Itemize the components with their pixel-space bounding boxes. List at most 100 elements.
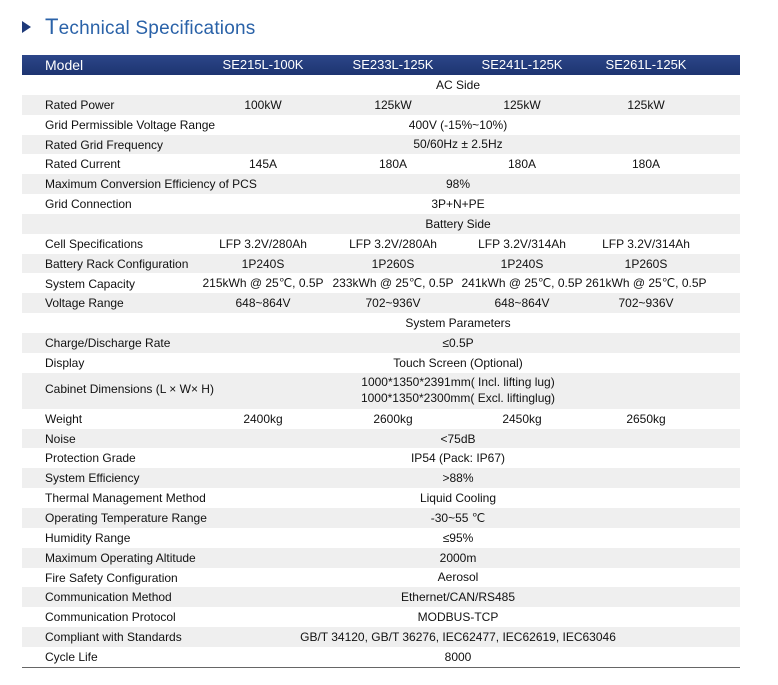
value-cell: 8000 [444, 649, 472, 664]
value-cell: Aerosol [437, 570, 479, 585]
table-row: Grid Connection 3P+N+PE [22, 194, 740, 214]
title-icon [22, 21, 31, 33]
row-label: Fire Safety Configuration [45, 570, 178, 585]
row-label: Rated Grid Frequency [45, 137, 164, 152]
table-row: Thermal Management Method Liquid Cooling [22, 488, 740, 508]
value-cell: 2600kg [373, 411, 413, 426]
table-row: Compliant with Standards GB/T 34120, GB/T… [22, 627, 740, 647]
table-row: Rated Power 100kW 125kW 125kW 125kW [22, 94, 740, 115]
table-row: Cycle Life 8000 [22, 647, 740, 667]
table-row: System Efficiency >88% [22, 468, 740, 489]
value-cell: <75dB [440, 431, 476, 446]
header-cell: SE261L-125K [605, 57, 687, 72]
value-cell: GB/T 34120, GB/T 36276, IEC62477, IEC626… [300, 630, 616, 645]
table-row: Weight 2400kg 2600kg 2450kg 2650kg [22, 409, 740, 429]
value-cell: -30~55 ℃ [430, 510, 486, 525]
table-row: System Capacity 215kWh @ 25℃, 0.5P 233kWh … [22, 274, 740, 294]
row-label: Operating Temperature Range [45, 511, 207, 525]
row-label: Voltage Range [45, 296, 124, 311]
title: Technical Specifications [45, 14, 256, 39]
value-cell: 2000m [439, 550, 477, 565]
row-label: Cabinet Dimensions (L × W× H) [45, 381, 214, 396]
value-cell: 2400kg [243, 411, 283, 426]
value-cell: 145A [248, 157, 278, 172]
value-cell: 100kW [244, 97, 282, 112]
table-row: AC Side [22, 75, 740, 95]
table-row: Humidity Range ≤95% [22, 528, 740, 548]
value-cell: 125kW [374, 97, 412, 112]
value-cell: 125kW [503, 97, 541, 112]
section-heading: System Parameters [405, 316, 511, 331]
value-cell: Touch Screen (Optional) [393, 355, 523, 370]
value-cell: 261kWh @ 25℃, 0.5P [585, 276, 707, 291]
value-cell: Liquid Cooling [419, 491, 497, 506]
value-cell: 648~864V [235, 296, 291, 311]
value-cell: 50/60Hz ± 2.5Hz [413, 137, 503, 152]
section-heading: Battery Side [425, 216, 491, 231]
table-row: Fire Safety Configuration Aerosol [22, 568, 740, 588]
bottom-rule [22, 666, 740, 668]
value-cell: ≤95% [442, 530, 474, 545]
row-label: System Efficiency [45, 471, 140, 486]
row-label: Charge/Discharge Rate [45, 336, 171, 351]
value-cell: 1P240S [241, 256, 285, 271]
row-label: Thermal Management Method [45, 491, 206, 506]
row-label: Cell Specifications [45, 236, 144, 251]
value-cell: 3P+N+PE [431, 197, 485, 212]
header-cell: SE215L-100K [222, 57, 304, 72]
value-cell: 400V (-15%~10%) [408, 117, 508, 132]
value-cell: 2450kg [502, 411, 542, 426]
table-row: Battery Rack Configuration 1P240S 1P260S 1P… [22, 253, 740, 274]
table-row: Protection Grade IP54 (Pack: IP67) [22, 448, 740, 468]
value-cell: 1P240S [500, 256, 544, 271]
table-row: Charge/Discharge Rate ≤0.5P [22, 333, 740, 353]
value-cell: LFP 3.2V/314Ah [602, 236, 690, 251]
table-row: Operating Temperature Range -30~55 ℃ [22, 508, 740, 528]
value-cell: 180A [507, 157, 537, 172]
table-row: Maximum Conversion Efficiency of PCS 98% [22, 174, 740, 195]
header-cell: SE241L-125K [481, 57, 563, 72]
value-cell: LFP 3.2V/280Ah [219, 236, 307, 251]
row-label: Maximum Conversion Efficiency of PCS [45, 177, 257, 192]
row-label: Compliant with Standards [45, 630, 182, 645]
value-cell: IP54 (Pack: IP67) [410, 451, 506, 466]
row-label: System Capacity [45, 276, 136, 291]
value-cell: Ethernet/CAN/RS485 [400, 590, 516, 605]
table-row: Grid Permissible Voltage Range 400V (-15%… [22, 115, 740, 135]
row-label: Display [45, 355, 85, 370]
table-row: Cell Specifications LFP 3.2V/280Ah LFP 3.2… [22, 234, 740, 254]
row-label: Humidity Range [45, 530, 131, 545]
table-row: Battery Side [22, 213, 740, 234]
table-row: Display Touch Screen (Optional) [22, 353, 740, 373]
table-row: Cabinet Dimensions (L × W× H) 1000*1350*2… [22, 372, 740, 409]
header-cell: Model [45, 57, 84, 73]
value-cell: 215kWh @ 25℃, 0.5P [202, 276, 324, 291]
row-label: Communication Protocol [45, 610, 176, 625]
table-header: Model SE215L-100K SE233L-125K SE241L-125K SE… [22, 55, 740, 75]
header-cell: SE233L-125K [352, 57, 434, 72]
table-row: Communication Method Ethernet/CAN/RS485 [22, 587, 740, 608]
value-cell: MODBUS-TCP [417, 610, 499, 625]
value-cell: 702~936V [618, 296, 674, 311]
table-row: Voltage Range 648~864V 702~936V 648~864V 702… [22, 293, 740, 314]
value-cell: LFP 3.2V/314Ah [478, 236, 566, 251]
value-cell: ≤0.5P [442, 335, 474, 350]
table-row: Communication Protocol MODBUS-TCP [22, 607, 740, 627]
section-heading: AC Side [435, 77, 481, 92]
value-cell: LFP 3.2V/280Ah [349, 236, 437, 251]
value-cell: 702~936V [365, 296, 421, 311]
row-label: Grid Connection [45, 197, 132, 212]
value-cell: 180A [378, 157, 408, 172]
row-label: Cycle Life [45, 649, 98, 664]
value-line: 1000*1350*2391mm( Incl. lifting lug) [361, 374, 555, 389]
title-block: Technical Specifications [22, 14, 255, 40]
row-label: Grid Permissible Voltage Range [45, 117, 216, 132]
table-row: Noise <75dB [22, 428, 740, 449]
value-cell: 1P260S [371, 256, 415, 271]
value-cell: 233kWh @ 25℃, 0.5P [332, 276, 454, 291]
table-row: Rated Current 145A 180A 180A 180A [22, 154, 740, 174]
value-line: 1000*1350*2300mm( Excl. liftinglug) [360, 390, 556, 405]
value-cell: 648~864V [494, 296, 550, 311]
row-label: Protection Grade [45, 451, 136, 466]
